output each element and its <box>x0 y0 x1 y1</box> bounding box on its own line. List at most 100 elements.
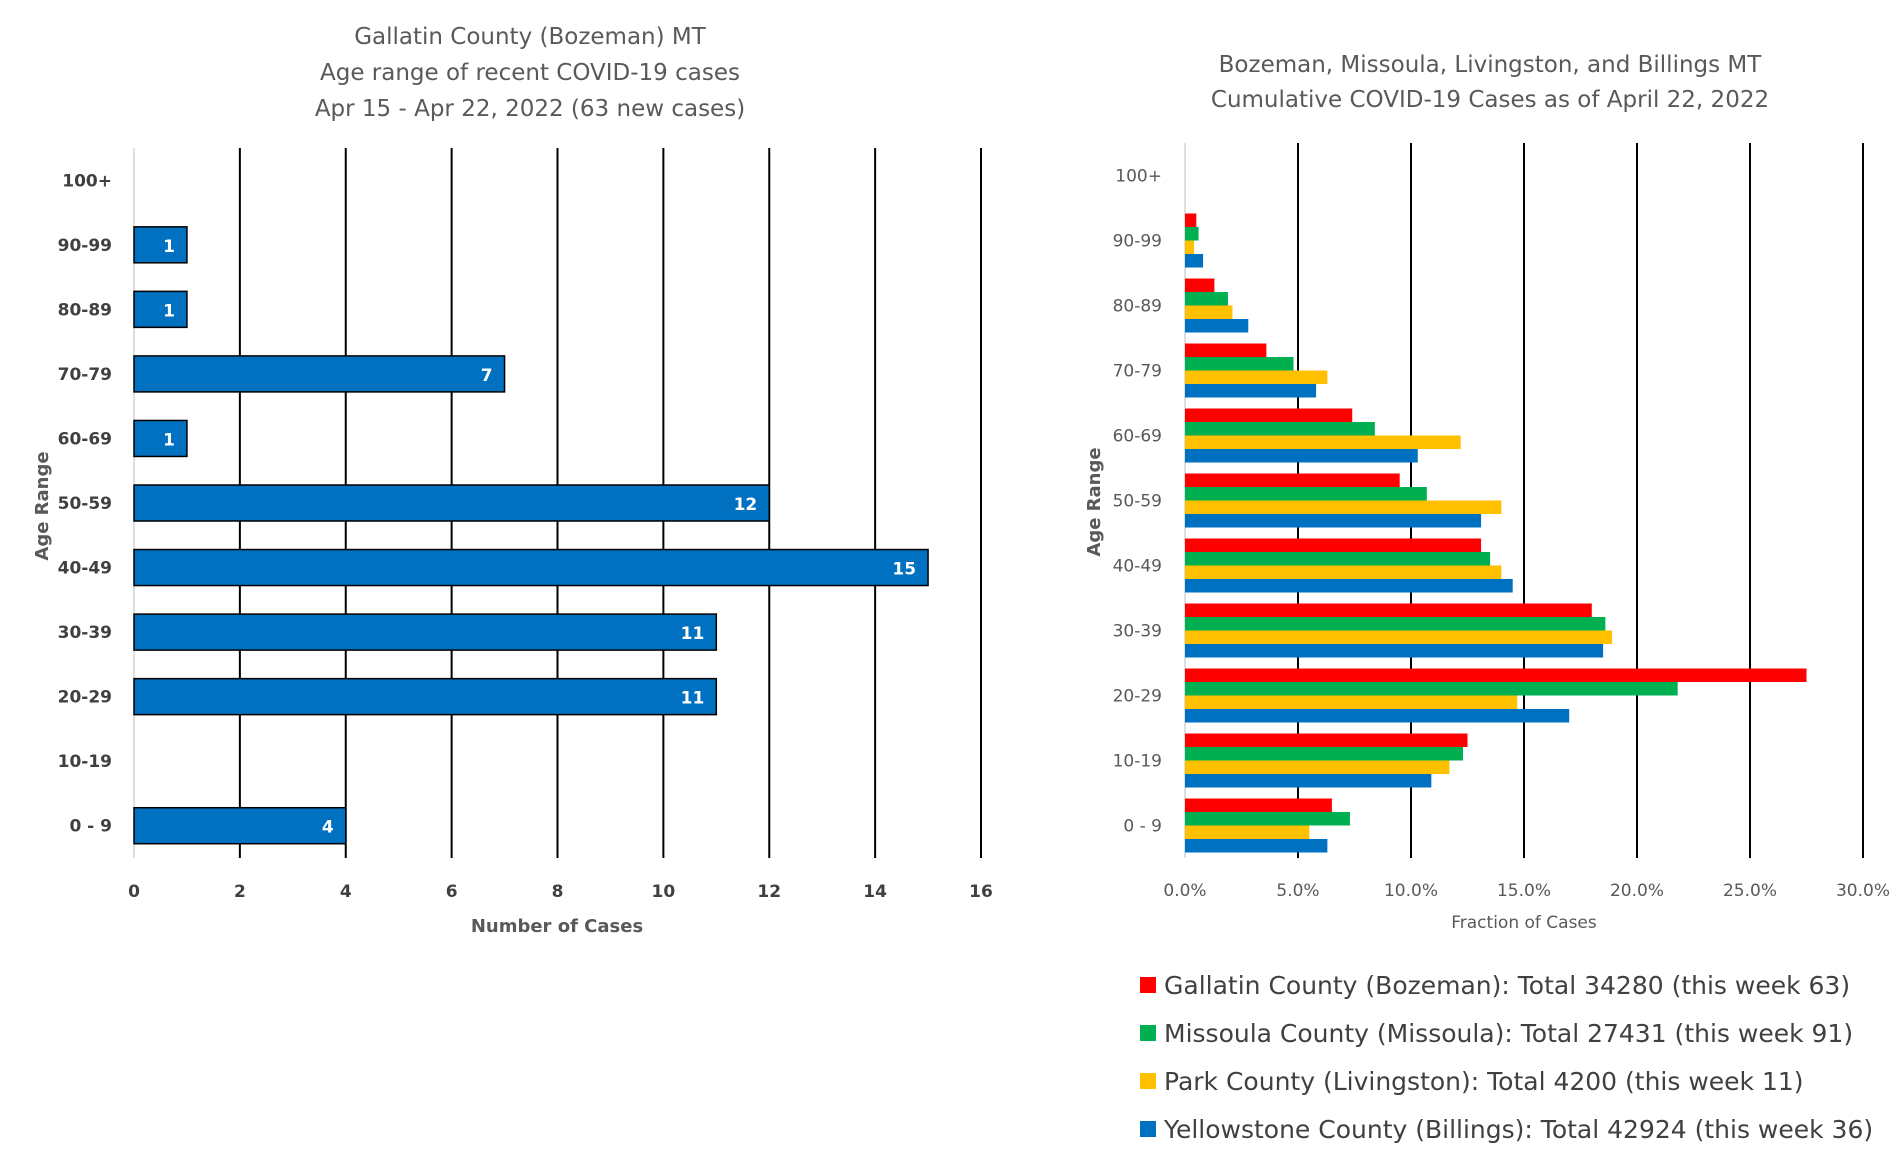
chart2-legend-swatch-2 <box>1140 1073 1156 1089</box>
chart1-bar <box>133 290 188 329</box>
chart2-y-tick-label: 30-39 <box>1113 622 1162 642</box>
chart1-bar <box>133 613 718 651</box>
chart1-data-label: 7 <box>481 366 493 386</box>
chart1-bar <box>133 806 347 845</box>
chart1-x-tick-label: 0 <box>128 882 140 902</box>
chart2-y-tick-label: 10-19 <box>1113 752 1162 772</box>
chart2-bar-series-0 <box>1185 213 1197 227</box>
chart2-y-tick-label: 20-29 <box>1113 687 1162 707</box>
chart1-x-tick-label: 12 <box>757 882 781 902</box>
chart1-y-tick-label: 50-59 <box>58 494 112 514</box>
chart1-x-tick-label: 8 <box>552 882 564 902</box>
chart1-y-tick-label: 60-69 <box>58 429 112 449</box>
chart2-bar-series-1 <box>1185 552 1491 566</box>
chart2-y-tick-label: 90-99 <box>1113 232 1162 252</box>
cumulative-cases-bar-chart: Bozeman, Missoula, Livingston, and Billi… <box>1084 52 1890 1144</box>
chart2-y-tick-label: 70-79 <box>1113 362 1162 382</box>
chart2-legend-label-2: Park County (Livingston): Total 4200 (th… <box>1164 1067 1804 1096</box>
chart2-legend-label-1: Missoula County (Missoula): Total 27431 … <box>1164 1019 1853 1048</box>
chart1-title-line-2: Apr 15 - Apr 22, 2022 (63 new cases) <box>315 96 745 122</box>
chart2-title-line-0: Bozeman, Missoula, Livingston, and Billi… <box>1219 52 1763 78</box>
chart2-bar-series-3 <box>1185 384 1317 398</box>
chart2-bar-series-2 <box>1185 240 1195 254</box>
chart2-bar-series-2 <box>1185 825 1310 839</box>
chart1-data-label: 1 <box>163 301 175 321</box>
chart2-bar-series-0 <box>1185 798 1332 812</box>
chart1-x-tick-label: 10 <box>652 882 676 902</box>
chart1-y-tick-label: 100+ <box>62 171 112 191</box>
chart2-bar-series-0 <box>1185 668 1807 682</box>
chart2-x-tick-label: 15.0% <box>1497 881 1551 901</box>
chart2-bar-series-3 <box>1185 774 1432 788</box>
chart1-y-tick-label: 10-19 <box>58 752 112 772</box>
chart2-y-tick-label: 40-49 <box>1113 557 1162 577</box>
chart2-bar-series-2 <box>1185 565 1502 579</box>
chart1-bar <box>133 355 506 393</box>
chart1-data-label: 11 <box>681 689 705 709</box>
chart1-y-tick-label: 40-49 <box>58 559 112 579</box>
chart2-x-tick-label: 30.0% <box>1836 881 1890 901</box>
chart2-bar-series-2 <box>1185 370 1328 384</box>
chart2-y-tick-label: 60-69 <box>1113 427 1162 447</box>
chart2-bar-series-2 <box>1185 500 1502 514</box>
chart2-bar-series-1 <box>1185 227 1199 241</box>
chart1-y-tick-label: 20-29 <box>58 688 112 708</box>
chart2-bar-series-0 <box>1185 733 1468 747</box>
chart1-x-tick-label: 4 <box>340 882 352 902</box>
chart1-bar <box>133 484 770 522</box>
chart1-data-label: 1 <box>163 237 175 257</box>
chart1-y-tick-label: 80-89 <box>58 300 112 320</box>
chart2-bar-series-2 <box>1185 435 1461 449</box>
chart1-bar <box>133 226 188 264</box>
chart2-bar-series-3 <box>1185 254 1204 268</box>
chart2-bar-series-2 <box>1185 630 1613 644</box>
chart2-bar-series-0 <box>1185 603 1592 617</box>
chart2-legend-swatch-3 <box>1140 1121 1156 1137</box>
chart2-y-tick-label: 50-59 <box>1113 492 1162 512</box>
chart1-data-label: 11 <box>681 624 705 644</box>
chart1-x-axis-title: Number of Cases <box>471 916 643 937</box>
chart2-y-tick-label: 0 - 9 <box>1123 817 1162 837</box>
chart1-title-line-1: Age range of recent COVID-19 cases <box>320 60 740 86</box>
chart2-bar-series-0 <box>1185 408 1353 422</box>
chart2-legend-label-3: Yellowstone County (Billings): Total 429… <box>1163 1115 1873 1144</box>
chart1-y-axis-title: Age Range <box>32 451 53 560</box>
chart1-y-tick-label: 70-79 <box>58 365 112 385</box>
chart2-bar-series-2 <box>1185 760 1450 774</box>
chart2-legend-swatch-0 <box>1140 977 1156 993</box>
chart2-bar-series-3 <box>1185 644 1604 658</box>
chart1-y-tick-label: 0 - 9 <box>69 817 112 837</box>
chart1-data-label: 1 <box>163 430 175 450</box>
chart1-x-tick-label: 2 <box>234 882 246 902</box>
chart1-data-label: 4 <box>322 818 334 838</box>
chart2-x-tick-label: 10.0% <box>1384 881 1438 901</box>
chart2-bar-series-0 <box>1185 473 1400 487</box>
chart2-bar-series-3 <box>1185 449 1418 463</box>
chart2-bar-series-1 <box>1185 617 1606 631</box>
chart2-bar-series-3 <box>1185 579 1513 593</box>
chart1-y-tick-label: 90-99 <box>58 236 112 256</box>
age-range-bar-chart: Gallatin County (Bozeman) MT Age range of… <box>32 24 993 937</box>
chart2-bar-series-0 <box>1185 538 1482 552</box>
chart1-x-tick-label: 14 <box>863 882 887 902</box>
chart2-bar-series-1 <box>1185 812 1350 826</box>
chart1-bar <box>133 677 718 716</box>
chart2-bar-series-1 <box>1185 747 1463 761</box>
chart2-bar-series-1 <box>1185 682 1678 696</box>
chart1-bar <box>133 548 929 587</box>
chart1-data-label: 15 <box>892 560 916 580</box>
chart2-bar-series-1 <box>1185 357 1294 371</box>
chart2-y-tick-label: 80-89 <box>1113 297 1162 317</box>
chart2-y-tick-label: 100+ <box>1115 167 1162 187</box>
chart2-x-tick-label: 0.0% <box>1163 881 1206 901</box>
chart1-y-tick-label: 30-39 <box>58 623 112 643</box>
chart2-x-tick-label: 5.0% <box>1276 881 1319 901</box>
chart2-bar-series-1 <box>1185 487 1427 501</box>
chart1-bar <box>133 419 188 458</box>
chart2-x-tick-label: 25.0% <box>1723 881 1777 901</box>
chart2-bar-series-3 <box>1185 709 1570 723</box>
chart2-legend-label-0: Gallatin County (Bozeman): Total 34280 (… <box>1164 971 1850 1000</box>
chart2-bar-series-2 <box>1185 695 1518 709</box>
chart2-bar-series-1 <box>1185 292 1228 306</box>
